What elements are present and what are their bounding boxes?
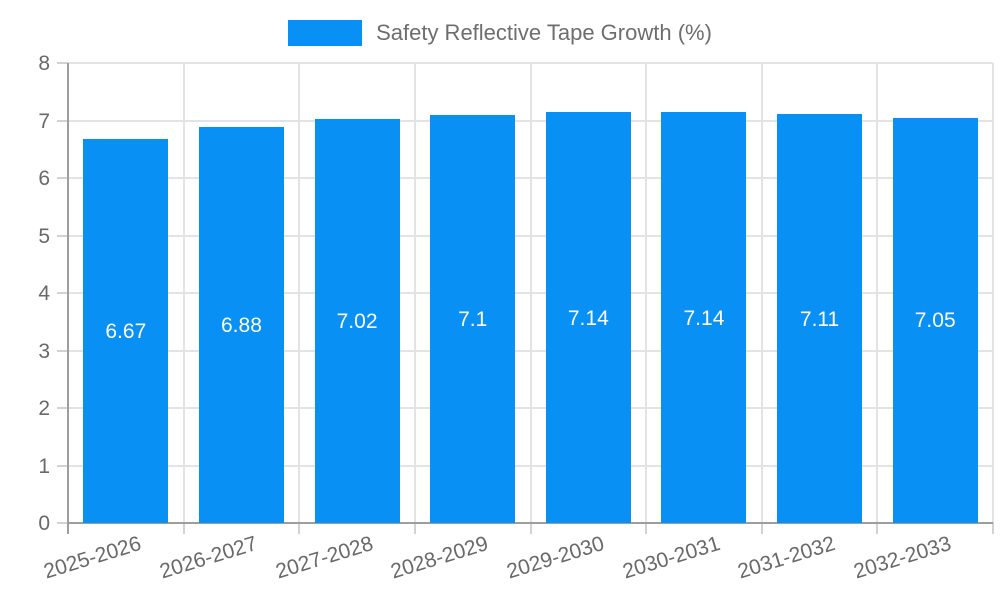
bar-value-label: 7.14 bbox=[683, 306, 725, 330]
legend-label: Safety Reflective Tape Growth (%) bbox=[376, 20, 712, 45]
x-tick-label: 2030-2031 bbox=[619, 532, 723, 584]
x-gridline bbox=[876, 63, 879, 523]
x-tick-mark bbox=[645, 523, 648, 534]
y-axis-line bbox=[67, 63, 69, 534]
y-tick-label: 5 bbox=[38, 224, 50, 248]
y-tick-mark bbox=[57, 62, 68, 64]
y-tick-mark bbox=[57, 234, 68, 237]
y-tick-mark bbox=[57, 292, 68, 294]
bar bbox=[198, 127, 284, 523]
bar-value-label: 7.1 bbox=[458, 307, 488, 331]
x-tick-mark bbox=[413, 523, 416, 534]
bar-value-label: 7.11 bbox=[799, 307, 840, 331]
x-tick-mark bbox=[298, 523, 301, 534]
x-tick-label: 2031-2032 bbox=[735, 532, 838, 584]
bar bbox=[661, 112, 747, 523]
x-gridline bbox=[645, 63, 648, 523]
bar bbox=[83, 139, 169, 523]
bar bbox=[430, 114, 516, 523]
x-tick-mark bbox=[992, 523, 994, 534]
y-tick-mark bbox=[57, 349, 68, 352]
x-tick-label: 2025-2026 bbox=[41, 532, 145, 584]
bar-value-label: 7.14 bbox=[567, 306, 609, 330]
x-tick-label: 2028-2029 bbox=[388, 532, 492, 584]
legend-swatch bbox=[288, 20, 363, 46]
x-gridline bbox=[298, 63, 301, 523]
x-gridline bbox=[413, 63, 416, 523]
bar bbox=[777, 114, 863, 523]
y-tick-mark bbox=[57, 119, 68, 122]
x-tick-mark bbox=[876, 523, 879, 534]
y-tick-label: 0 bbox=[38, 512, 50, 535]
x-gridline bbox=[182, 63, 185, 523]
x-axis-line bbox=[68, 522, 993, 524]
y-tick-label: 2 bbox=[38, 397, 50, 420]
y-tick-label: 4 bbox=[38, 282, 50, 305]
x-tick-mark bbox=[182, 523, 185, 534]
bar-value-label: 6.67 bbox=[105, 320, 147, 344]
x-gridline bbox=[992, 63, 994, 523]
legend[interactable]: Safety Reflective Tape Growth (%) bbox=[0, 19, 1000, 47]
bar-value-label: 7.05 bbox=[914, 309, 956, 333]
x-gridline bbox=[760, 63, 763, 523]
x-tick-mark bbox=[760, 523, 763, 534]
bar-value-label: 7.02 bbox=[336, 310, 378, 334]
y-tick-label: 7 bbox=[38, 109, 50, 133]
bar bbox=[545, 112, 631, 523]
y-tick-mark bbox=[57, 407, 68, 409]
x-tick-label: 2032-2033 bbox=[850, 532, 954, 584]
y-tick-mark bbox=[57, 464, 68, 467]
bar-value-label: 6.88 bbox=[221, 314, 262, 338]
x-gridline bbox=[529, 63, 532, 523]
bar bbox=[314, 119, 400, 523]
bar bbox=[892, 117, 978, 523]
y-tick-label: 3 bbox=[38, 339, 50, 363]
x-tick-label: 2027-2028 bbox=[272, 532, 376, 584]
y-tick-label: 1 bbox=[38, 454, 50, 478]
y-tick-label: 8 bbox=[38, 52, 50, 75]
y-tick-mark bbox=[57, 177, 68, 179]
x-tick-mark bbox=[529, 523, 532, 534]
x-tick-label: 2029-2030 bbox=[503, 532, 607, 584]
x-tick-label: 2026-2027 bbox=[157, 532, 260, 584]
y-tick-label: 6 bbox=[38, 167, 50, 190]
y-tick-mark bbox=[57, 522, 68, 524]
